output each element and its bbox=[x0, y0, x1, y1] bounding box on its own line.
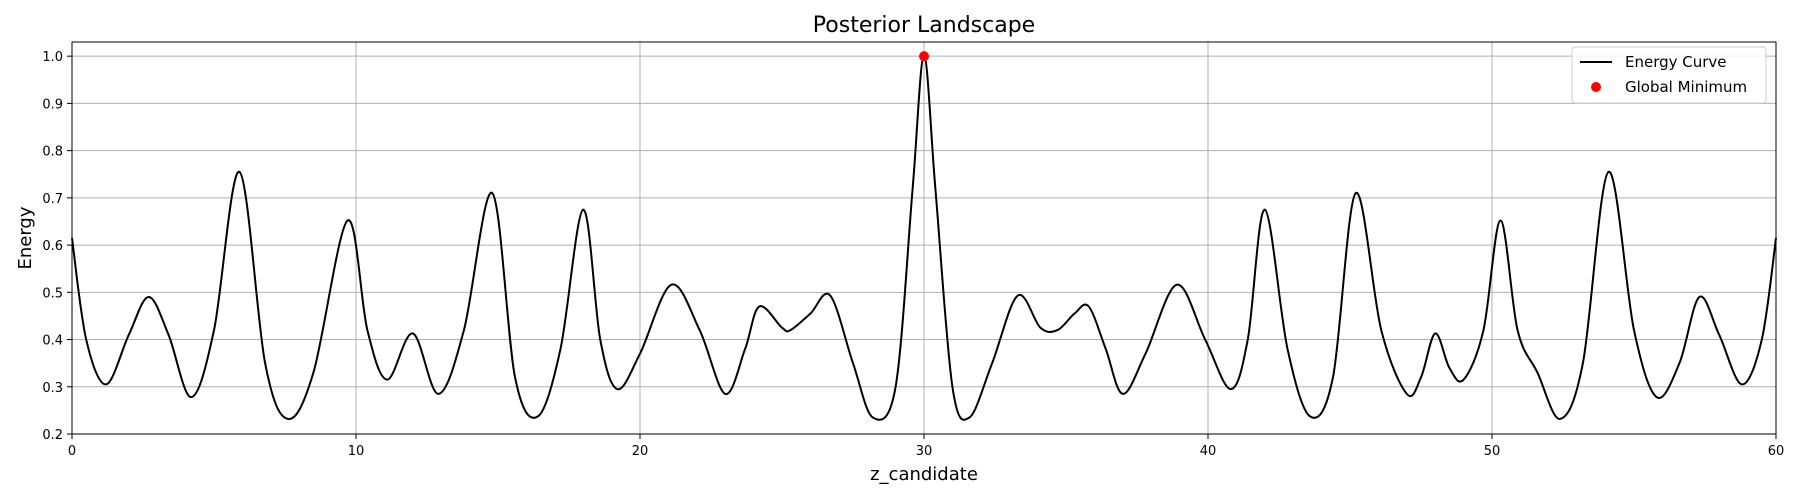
y-tick-label: 0.6 bbox=[42, 239, 63, 254]
energy-curve-line bbox=[71, 55, 1777, 421]
y-tick-label: 1.0 bbox=[42, 50, 63, 65]
global-minimum-point bbox=[919, 51, 929, 62]
series-layer bbox=[71, 51, 1777, 421]
x-tick-label: 10 bbox=[348, 444, 365, 459]
x-tick-label: 50 bbox=[1484, 444, 1501, 459]
legend: Energy Curve Global Minimum bbox=[1571, 46, 1767, 104]
x-tick-label: 30 bbox=[916, 444, 933, 459]
y-axis-title: Energy bbox=[15, 206, 36, 269]
y-tick-label: 0.9 bbox=[42, 97, 63, 112]
chart-title: Posterior Landscape bbox=[813, 13, 1035, 38]
y-tick-label: 0.3 bbox=[42, 381, 63, 396]
legend-label-global-minimum: Global Minimum bbox=[1625, 78, 1747, 96]
y-tick-label: 0.5 bbox=[42, 286, 63, 301]
y-axis-ticks: 0.2 0.3 0.4 0.5 0.6 0.7 0.8 0.9 1.0 bbox=[42, 50, 72, 443]
x-axis-ticks: 0 10 20 30 40 50 60 bbox=[68, 434, 1784, 459]
x-tick-label: 40 bbox=[1200, 444, 1217, 459]
y-tick-label: 0.4 bbox=[42, 334, 63, 349]
y-tick-label: 0.2 bbox=[42, 428, 63, 443]
legend-label-energy-curve: Energy Curve bbox=[1625, 53, 1727, 71]
grid-lines bbox=[71, 42, 1777, 435]
x-tick-label: 20 bbox=[632, 444, 649, 459]
x-tick-label: 60 bbox=[1768, 444, 1785, 459]
y-tick-label: 0.8 bbox=[42, 145, 63, 160]
x-tick-label: 0 bbox=[68, 444, 76, 459]
legend-marker-global-minimum bbox=[1591, 82, 1601, 92]
legend-box bbox=[1571, 46, 1767, 104]
y-tick-label: 0.7 bbox=[42, 192, 63, 207]
x-axis-title: z_candidate bbox=[870, 464, 978, 485]
